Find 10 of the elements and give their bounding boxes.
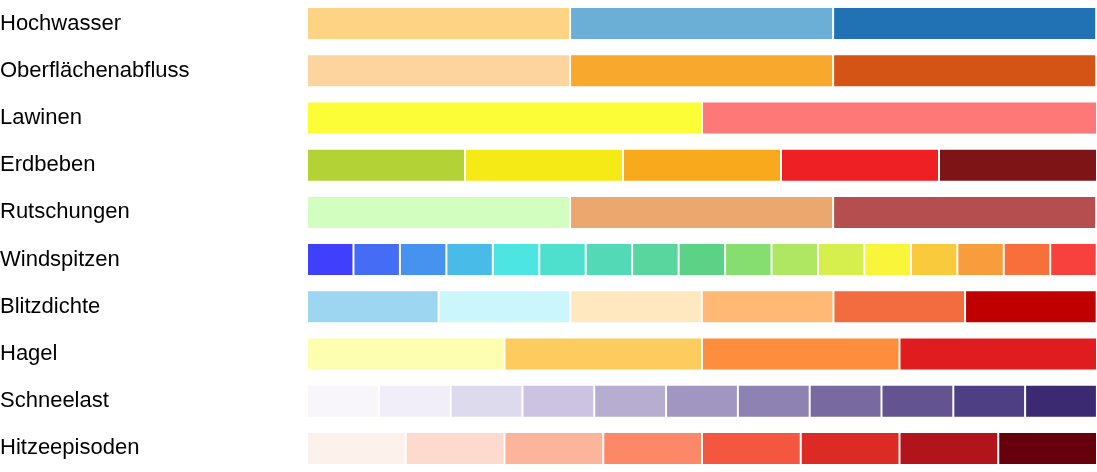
y-tick-label: Hochwasser [0, 9, 122, 35]
y-tick-label: Blitzdichte [0, 292, 101, 318]
y-tick-label: Hitzeepisoden [0, 434, 140, 460]
y-tick-label: Hagel [0, 340, 58, 366]
y-tick-label: Rutschungen [0, 198, 130, 224]
y-tick-label: Oberflächenabfluss [0, 56, 190, 82]
y-tick-label: Windspitzen [0, 245, 120, 271]
y-tick-label: Schneelast [0, 387, 109, 413]
y-tick-label: Erdbeben [0, 151, 96, 177]
y-tick-label: Lawinen [0, 104, 82, 130]
